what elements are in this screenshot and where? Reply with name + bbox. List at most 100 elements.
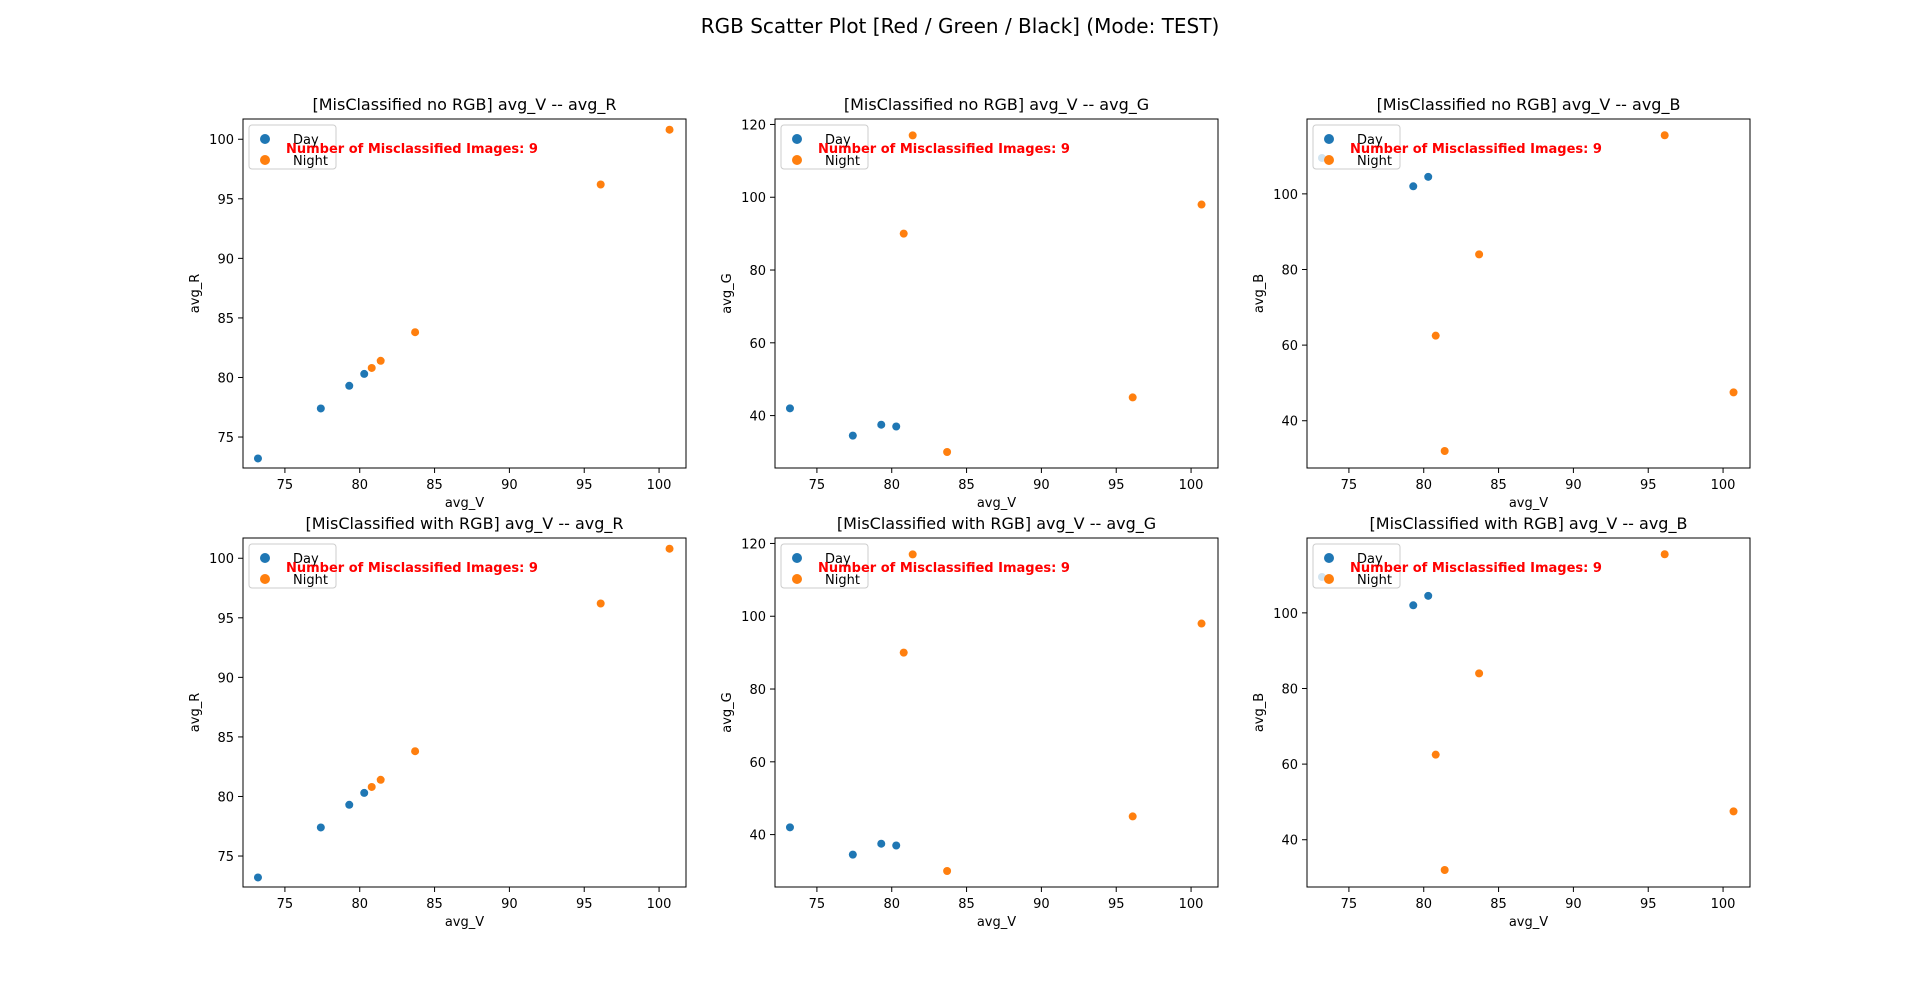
y-tick-label: 60 <box>749 337 766 352</box>
y-tick-label: 85 <box>217 731 234 746</box>
legend-box <box>1312 124 1401 170</box>
legend-box <box>780 543 869 589</box>
day-point <box>360 788 369 797</box>
legend-label: Night <box>825 573 860 588</box>
x-tick-label: 95 <box>576 897 593 912</box>
x-tick-label: 85 <box>1490 897 1507 912</box>
y-axis-label: avg_G <box>720 273 735 314</box>
x-tick-label: 80 <box>883 897 900 912</box>
night-point <box>1431 331 1440 340</box>
x-tick-label: 85 <box>426 478 443 493</box>
legend-box <box>780 124 869 170</box>
night-point <box>1128 393 1137 402</box>
subplot-title: [MisClassified no RGB] avg_V -- avg_G <box>844 95 1149 115</box>
x-tick-label: 75 <box>809 897 826 912</box>
x-tick-label: 100 <box>647 897 672 912</box>
legend-marker-night <box>1324 574 1334 584</box>
y-tick-label: 60 <box>1281 758 1298 773</box>
legend-marker-day <box>1324 134 1334 144</box>
day-point <box>848 431 857 440</box>
night-point <box>411 747 420 756</box>
x-tick-label: 80 <box>351 897 368 912</box>
legend-marker-night <box>260 155 270 165</box>
y-tick-label: 80 <box>217 371 234 386</box>
night-point <box>1729 388 1738 397</box>
x-tick-label: 90 <box>1565 897 1582 912</box>
plot-frame <box>774 118 1219 469</box>
y-tick-label: 80 <box>749 683 766 698</box>
night-point <box>943 447 952 456</box>
x-tick-label: 100 <box>1711 478 1736 493</box>
y-axis-label: avg_R <box>188 693 203 732</box>
y-axis-label: avg_G <box>720 692 735 733</box>
legend: Day Night <box>780 124 869 170</box>
legend-marker-night <box>1324 155 1334 165</box>
x-tick-label: 95 <box>1640 897 1657 912</box>
legend: Day Night <box>1312 543 1401 589</box>
x-tick-label: 80 <box>1415 478 1432 493</box>
legend-label: Day <box>1357 133 1383 148</box>
misclassified-annotation: Number of Misclassified Images: 9 <box>818 142 1070 157</box>
legend-box <box>248 124 337 170</box>
legend-label: Day <box>293 552 319 567</box>
x-tick-label: 95 <box>1108 478 1125 493</box>
day-point <box>345 381 354 390</box>
day-point <box>1409 182 1418 191</box>
x-tick-label: 100 <box>1711 897 1736 912</box>
night-point <box>908 131 917 140</box>
misclassified-annotation: Number of Misclassified Images: 9 <box>286 561 538 576</box>
night-point <box>943 866 952 875</box>
legend-label: Night <box>1357 573 1392 588</box>
y-tick-label: 120 <box>741 118 766 133</box>
y-tick-label: 60 <box>749 756 766 771</box>
subplot-4: [MisClassified with RGB] avg_V -- avg_R 7… <box>188 514 687 930</box>
misclassified-annotation: Number of Misclassified Images: 9 <box>818 561 1070 576</box>
y-tick-label: 90 <box>217 252 234 267</box>
day-point <box>877 839 886 848</box>
x-tick-label: 85 <box>958 897 975 912</box>
legend: Day Night <box>780 543 869 589</box>
subplot-6: [MisClassified with RGB] avg_V -- avg_B 7… <box>1252 514 1751 930</box>
x-tick-label: 85 <box>958 478 975 493</box>
x-tick-label: 85 <box>426 897 443 912</box>
night-point <box>1440 865 1449 874</box>
legend-marker-day <box>1324 553 1334 563</box>
legend-label: Night <box>293 154 328 169</box>
x-tick-label: 75 <box>277 478 294 493</box>
day-point <box>892 422 901 431</box>
y-axis-label: avg_B <box>1252 693 1267 732</box>
x-axis-label: avg_V <box>1509 496 1548 511</box>
night-point <box>367 782 376 791</box>
subplot-5: [MisClassified with RGB] avg_V -- avg_G 7… <box>720 514 1219 930</box>
x-tick-label: 75 <box>277 897 294 912</box>
x-tick-label: 100 <box>1179 897 1204 912</box>
legend-label: Day <box>293 133 319 148</box>
plot-frame <box>242 118 687 469</box>
x-tick-label: 80 <box>883 478 900 493</box>
night-point <box>367 363 376 372</box>
y-tick-label: 80 <box>217 790 234 805</box>
night-point <box>1729 807 1738 816</box>
x-axis-label: avg_V <box>445 496 484 511</box>
night-point <box>1440 446 1449 455</box>
night-point <box>1660 550 1669 559</box>
legend-label: Day <box>1357 552 1383 567</box>
legend: Day Night <box>248 543 337 589</box>
y-tick-label: 100 <box>741 610 766 625</box>
x-tick-label: 90 <box>1565 478 1582 493</box>
day-point <box>253 873 262 882</box>
y-tick-label: 40 <box>1281 415 1298 430</box>
y-tick-label: 95 <box>217 193 234 208</box>
y-tick-label: 120 <box>741 537 766 552</box>
night-point <box>665 125 674 134</box>
plot-frame <box>1306 118 1751 469</box>
plot-frame <box>242 537 687 888</box>
legend-label: Night <box>1357 154 1392 169</box>
y-axis-label: avg_R <box>188 274 203 313</box>
day-point <box>1409 601 1418 610</box>
night-point <box>665 544 674 553</box>
y-tick-label: 60 <box>1281 339 1298 354</box>
day-point <box>785 823 794 832</box>
legend-marker-day <box>792 553 802 563</box>
